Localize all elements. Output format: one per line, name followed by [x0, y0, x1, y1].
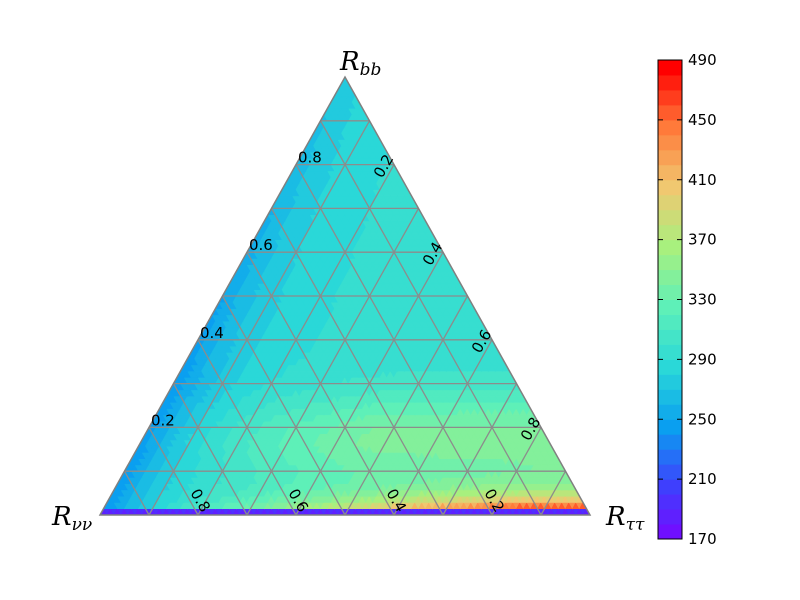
colorbar-band: [658, 434, 682, 450]
colorbar-band: [658, 524, 682, 540]
left-edge-tick-label: 0.2: [151, 411, 175, 429]
colorbar-band: [658, 419, 682, 435]
corner-label-right: Rττ: [605, 502, 645, 535]
corner-label-left: Rνν: [51, 502, 92, 535]
colorbar-band: [658, 404, 682, 420]
colorbar-band: [658, 344, 682, 360]
colorbar-band: [658, 464, 682, 480]
colorbar-band: [658, 479, 682, 495]
colorbar-band: [658, 329, 682, 345]
colorbar-band: [658, 494, 682, 510]
left-edge-tick-label: 0.4: [200, 324, 224, 342]
colorbar-band: [658, 254, 682, 271]
colorbar-band: [658, 374, 682, 390]
corner-label-top: Rbb: [339, 47, 381, 80]
left-edge-tick-label: 0.6: [249, 236, 273, 254]
colorbar-band: [658, 299, 682, 315]
colorbar-band: [658, 389, 682, 405]
colorbar-band: [658, 269, 682, 286]
colorbar-band: [658, 314, 682, 330]
left-edge-tick-label: 0.8: [298, 149, 322, 167]
colorbar-band: [658, 509, 682, 525]
colorbar-band: [658, 359, 682, 375]
colorbar-band: [658, 449, 682, 465]
contour-field: [100, 77, 590, 515]
colorbar-band: [658, 284, 682, 300]
